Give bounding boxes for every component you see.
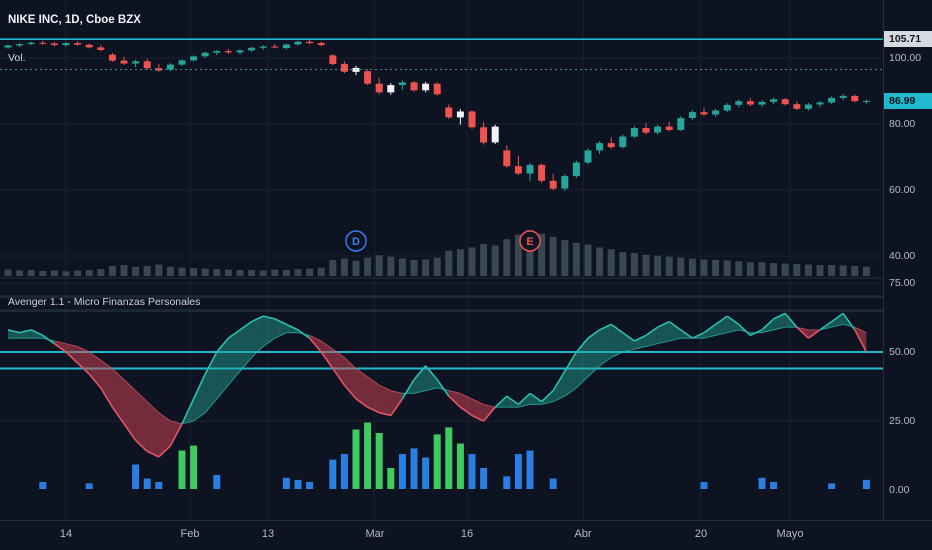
candles-layer[interactable] bbox=[4, 39, 870, 191]
earnings-marker[interactable]: E bbox=[519, 230, 541, 252]
price-axis-label: 25.00 bbox=[889, 415, 916, 427]
price-axis-label: 75.00 bbox=[889, 277, 916, 289]
price-axis-label: 50.00 bbox=[889, 346, 916, 358]
svg-text:E: E bbox=[526, 236, 533, 248]
symbol-legend[interactable]: NIKE INC, 1D, Cboe BZX bbox=[8, 14, 141, 26]
grid-layer bbox=[0, 0, 883, 520]
time-axis-label: Mar bbox=[365, 528, 385, 540]
time-axis-label: 14 bbox=[59, 528, 73, 540]
price-axis-label: 100.00 bbox=[889, 52, 922, 64]
price-axis-label: 0.00 bbox=[889, 484, 910, 496]
dividends-marker[interactable]: D bbox=[345, 230, 367, 252]
last-price-tag: 86.99 bbox=[884, 93, 932, 109]
svg-text:D: D bbox=[352, 236, 360, 248]
time-axis-label: 16 bbox=[460, 528, 474, 540]
time-axis[interactable]: 14 Feb 13 Mar 16 Abr 20 Mayo bbox=[0, 520, 932, 550]
volume-layer bbox=[4, 230, 870, 276]
indicator-legend[interactable]: Avenger 1.1 - Micro Finanzas Personales bbox=[8, 296, 201, 308]
price-axis-label: 40.00 bbox=[889, 250, 916, 262]
indicator-ribbon-layer bbox=[7, 312, 868, 458]
time-axis-label: Abr bbox=[574, 528, 592, 540]
price-axis-label: 80.00 bbox=[889, 118, 916, 130]
price-line-tag: 105.71 bbox=[884, 31, 932, 47]
time-axis-label: Mayo bbox=[776, 528, 804, 540]
volume-legend[interactable]: Vol. bbox=[8, 52, 26, 64]
time-axis-label: 20 bbox=[694, 528, 708, 540]
time-axis-label: Feb bbox=[180, 528, 200, 540]
price-axis[interactable]: 105.71 100.00 86.99 80.00 60.00 40.00 75.00 50.… bbox=[883, 0, 932, 520]
time-axis-label: 13 bbox=[261, 528, 275, 540]
price-axis-label: 60.00 bbox=[889, 184, 916, 196]
indicator-histogram-layer bbox=[39, 422, 870, 489]
